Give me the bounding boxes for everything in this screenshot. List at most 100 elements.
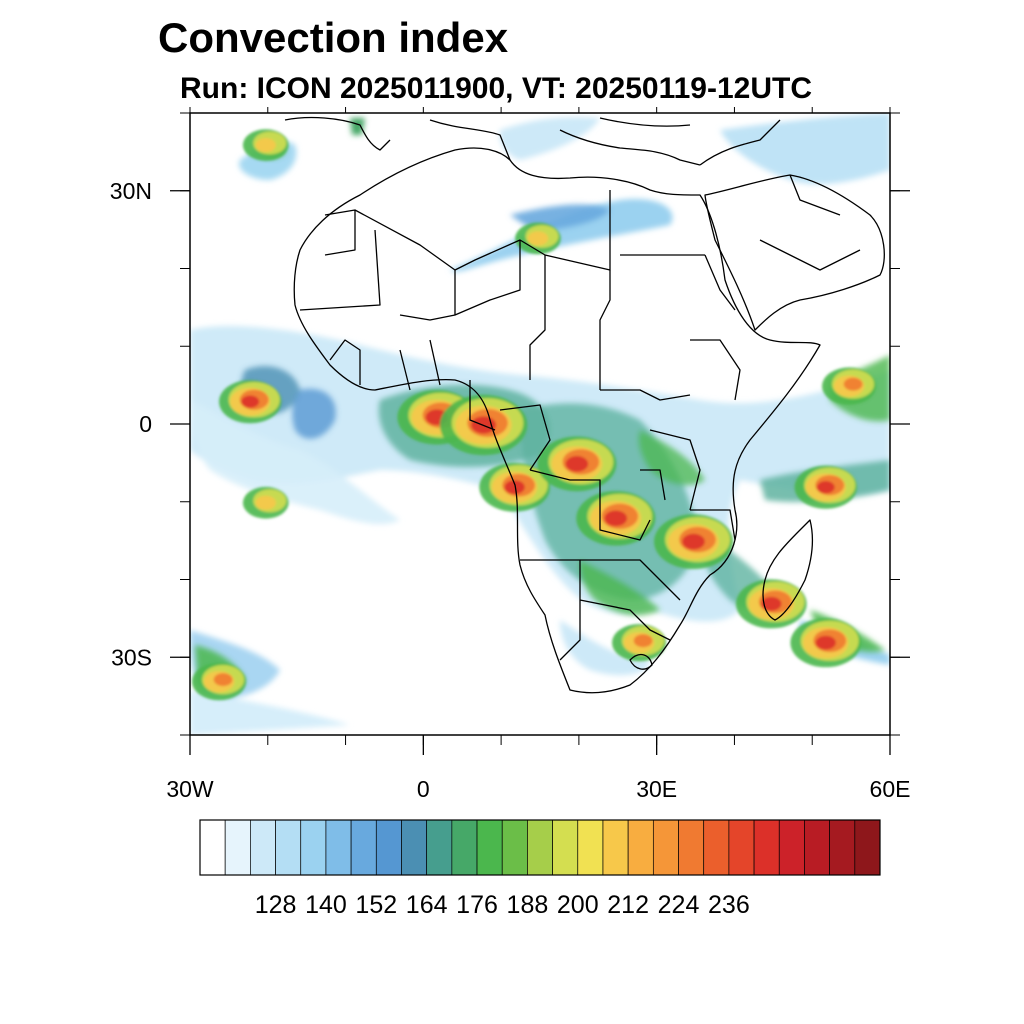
- convection-cell: [242, 129, 289, 161]
- colorbar-swatch: [300, 819, 327, 876]
- convection-cell-ring: [504, 480, 525, 495]
- colorbar-label: 140: [305, 891, 347, 919]
- border: [759, 239, 861, 271]
- colorbar-label: 128: [255, 891, 297, 919]
- border: [580, 559, 681, 601]
- border: [454, 240, 521, 316]
- x-tick-label: 0: [417, 776, 430, 802]
- convection-cell-ring: [761, 596, 782, 611]
- colorbar-swatch: [451, 819, 478, 876]
- map-axes: 30N 0 30S 30W 0 30E 60E: [110, 107, 911, 802]
- chart-title: Convection index: [158, 14, 509, 61]
- border: [579, 599, 671, 641]
- border: [649, 429, 701, 511]
- country-borders: [284, 116, 885, 694]
- colorbar-swatch: [753, 819, 780, 876]
- convection-cell-ring: [816, 481, 835, 494]
- colorbar-swatch: [375, 819, 402, 876]
- convection-cells: [192, 129, 877, 701]
- colorbar-label: 164: [406, 891, 448, 919]
- map-plot-area: [190, 113, 890, 735]
- colorbar-swatch: [501, 819, 528, 876]
- convection-cell-ring: [682, 533, 705, 550]
- y-tick-label: 30S: [111, 644, 152, 670]
- colorbar-swatch: [401, 819, 428, 876]
- colorbar-label: 188: [507, 891, 549, 919]
- convection-cell-ring: [213, 673, 233, 687]
- border: [690, 509, 736, 541]
- convection-cell-ring: [255, 495, 276, 510]
- colorbar-label: 200: [557, 891, 599, 919]
- x-tick-label: 30E: [636, 776, 677, 802]
- colorbar-swatch: [804, 819, 830, 876]
- convection-cell: [822, 367, 877, 405]
- border: [529, 255, 546, 380]
- border: [299, 229, 381, 311]
- run-subtitle: Run: ICON 2025011900, VT: 20250119-12UTC: [180, 72, 813, 105]
- border: [629, 653, 653, 670]
- convection-cell-ring: [241, 395, 260, 408]
- iberia-coast: [284, 116, 391, 151]
- convection-cell: [192, 662, 247, 701]
- convection-cell-ring: [633, 634, 653, 648]
- colorbar-label: 152: [355, 891, 397, 919]
- convection-cell: [790, 618, 862, 668]
- colorbar-swatch: [527, 819, 553, 876]
- convection-cell-ring: [843, 377, 863, 391]
- colorbar-swatch: [627, 819, 654, 876]
- border: [789, 174, 841, 216]
- colorbar-label: 224: [658, 891, 700, 919]
- colorbar-swatch: [728, 819, 755, 876]
- arabia-coast: [704, 174, 885, 331]
- convection-cell-ring: [527, 231, 549, 246]
- colorbar-swatch: [577, 819, 604, 876]
- convection-cell: [515, 222, 561, 255]
- border: [329, 339, 361, 385]
- y-tick-label: 0: [139, 411, 152, 437]
- colorbar-swatch: [703, 819, 730, 876]
- anatolia: [599, 117, 691, 127]
- colorbar-swatch: [224, 819, 251, 876]
- border: [640, 469, 666, 501]
- convection-cell: [612, 623, 667, 662]
- colorbar-label: 236: [708, 891, 750, 919]
- colorbar-swatch: [678, 819, 705, 876]
- border: [354, 190, 611, 271]
- colorbar-swatch: [854, 819, 881, 876]
- border: [529, 469, 651, 541]
- colorbar-swatch: [602, 819, 629, 876]
- africa-coastline: [293, 147, 821, 694]
- convection-cell: [654, 514, 734, 569]
- convection-cell: [735, 579, 807, 629]
- convection-cell-ring: [604, 510, 628, 527]
- convection-cell: [794, 465, 857, 509]
- border: [499, 404, 551, 471]
- convection-cell: [242, 486, 289, 519]
- border: [600, 389, 691, 401]
- y-tick-label: 30N: [110, 178, 152, 204]
- colorbar-label: 176: [456, 891, 498, 919]
- mediterranean-coast: [429, 119, 781, 166]
- convection-cell: [479, 462, 551, 512]
- convection-cell: [219, 380, 282, 424]
- colorbar-swatch: [476, 819, 503, 876]
- colorbar-swatch: [426, 819, 453, 876]
- colorbar-swatch: [275, 819, 302, 876]
- x-tick-label: 60E: [870, 776, 911, 802]
- border: [469, 380, 496, 431]
- colorbar-frame: [199, 819, 881, 876]
- colorbar: 128 140 152 164 176 188 200 212 224 236: [199, 819, 881, 919]
- border: [324, 209, 356, 256]
- colorbar-swatch: [250, 819, 276, 876]
- colorbar-swatch: [199, 819, 226, 876]
- border: [399, 349, 411, 391]
- border: [429, 339, 441, 386]
- border: [690, 339, 741, 401]
- madagascar: [762, 519, 814, 621]
- convection-cell-ring: [565, 456, 589, 472]
- colorbar-swatch: [778, 819, 805, 876]
- colorbar-swatch: [350, 819, 377, 876]
- convection-cell-ring: [815, 635, 836, 650]
- x-tick-label: 30W: [166, 776, 214, 802]
